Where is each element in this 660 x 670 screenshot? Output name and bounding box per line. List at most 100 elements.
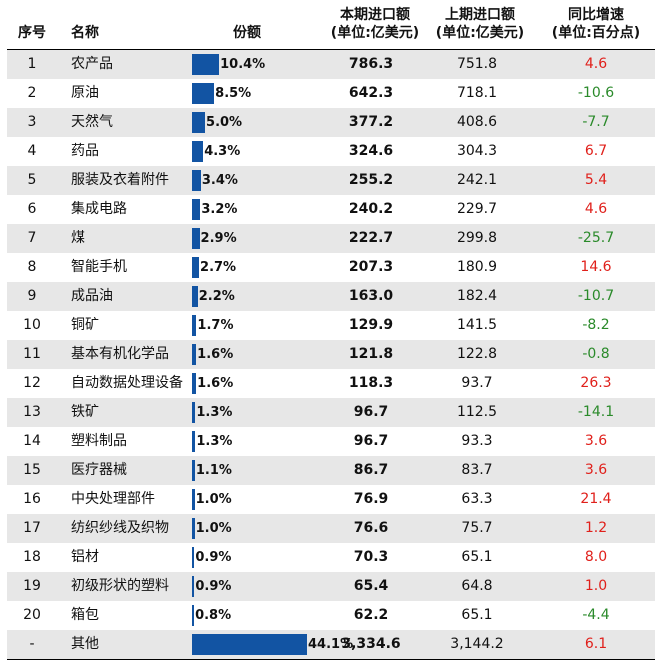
row-number: 13 bbox=[23, 404, 41, 420]
table-row: 6 集成电路 3.2% 240.2 229.7 4.6 bbox=[7, 195, 655, 224]
header-previous: 上期进口额 (单位:亿美元) bbox=[425, 6, 535, 42]
current-import: 76.6 bbox=[353, 520, 389, 536]
previous-import: 180.9 bbox=[456, 259, 498, 275]
yoy-growth: 26.3 bbox=[580, 375, 612, 391]
row-number: 1 bbox=[27, 56, 37, 72]
table-row: - 其他 44.1% 3,334.6 3,144.2 6.1 bbox=[7, 630, 655, 659]
header-yoy-unit: (单位:百分点) bbox=[551, 25, 641, 41]
previous-import: 64.8 bbox=[461, 578, 493, 594]
current-import: 129.9 bbox=[348, 317, 394, 333]
current-import: 62.2 bbox=[353, 607, 389, 623]
previous-import: 93.3 bbox=[461, 433, 493, 449]
share-cell: 10.4% bbox=[192, 50, 332, 79]
row-number: 16 bbox=[23, 491, 41, 507]
share-cell: 1.0% bbox=[192, 514, 332, 543]
yoy-growth: 1.2 bbox=[584, 520, 608, 536]
share-label: 2.2% bbox=[198, 289, 235, 304]
share-bar bbox=[192, 431, 196, 452]
yoy-growth: 6.7 bbox=[584, 143, 608, 159]
yoy-growth: 3.6 bbox=[584, 462, 608, 478]
current-import: 255.2 bbox=[348, 172, 394, 188]
yoy-growth: -0.8 bbox=[582, 346, 610, 362]
previous-import: 182.4 bbox=[456, 288, 498, 304]
share-bar bbox=[192, 344, 197, 365]
table-bottom-border bbox=[7, 659, 655, 660]
current-import: 118.3 bbox=[348, 375, 394, 391]
previous-import: 408.6 bbox=[456, 114, 498, 130]
share-label: 2.9% bbox=[200, 231, 237, 246]
yoy-growth: 1.0 bbox=[584, 578, 608, 594]
previous-import: 229.7 bbox=[456, 201, 498, 217]
current-import: 377.2 bbox=[348, 114, 394, 130]
row-number: 12 bbox=[23, 375, 41, 391]
header-yoy-title: 同比增速 bbox=[568, 7, 624, 23]
row-name: 铁矿 bbox=[71, 404, 99, 420]
current-import: 65.4 bbox=[353, 578, 389, 594]
row-name: 天然气 bbox=[71, 114, 113, 130]
table-row: 4 药品 4.3% 324.6 304.3 6.7 bbox=[7, 137, 655, 166]
share-bar bbox=[192, 286, 198, 307]
table-row: 19 初级形状的塑料 0.9% 65.4 64.8 1.0 bbox=[7, 572, 655, 601]
share-cell: 4.3% bbox=[192, 137, 332, 166]
share-bar bbox=[192, 634, 307, 655]
share-label: 3.4% bbox=[201, 173, 238, 188]
share-cell: 44.1% bbox=[192, 630, 353, 659]
yoy-growth: 5.4 bbox=[584, 172, 608, 188]
share-label: 1.0% bbox=[195, 521, 232, 536]
share-bar bbox=[192, 489, 195, 510]
table-row: 9 成品油 2.2% 163.0 182.4 -10.7 bbox=[7, 282, 655, 311]
yoy-growth: -8.2 bbox=[582, 317, 610, 333]
row-name: 自动数据处理设备 bbox=[71, 375, 183, 391]
yoy-growth: -4.4 bbox=[582, 607, 610, 623]
table-row: 7 煤 2.9% 222.7 299.8 -25.7 bbox=[7, 224, 655, 253]
row-number: 4 bbox=[27, 143, 37, 159]
previous-import: 65.1 bbox=[461, 549, 493, 565]
yoy-growth: 14.6 bbox=[580, 259, 612, 275]
current-import: 163.0 bbox=[348, 288, 394, 304]
share-bar bbox=[192, 402, 196, 423]
share-bar bbox=[192, 460, 195, 481]
row-number: 19 bbox=[23, 578, 41, 594]
share-label: 1.0% bbox=[195, 492, 232, 507]
table-row: 8 智能手机 2.7% 207.3 180.9 14.6 bbox=[7, 253, 655, 282]
previous-import: 83.7 bbox=[461, 462, 493, 478]
current-import: 121.8 bbox=[348, 346, 394, 362]
share-label: 5.0% bbox=[206, 115, 243, 130]
previous-import: 304.3 bbox=[456, 143, 498, 159]
share-bar bbox=[192, 373, 197, 394]
current-import: 786.3 bbox=[348, 56, 394, 72]
share-cell: 1.1% bbox=[192, 456, 332, 485]
table-row: 15 医疗器械 1.1% 86.7 83.7 3.6 bbox=[7, 456, 655, 485]
previous-import: 299.8 bbox=[456, 230, 498, 246]
share-bar bbox=[192, 315, 197, 336]
share-cell: 0.9% bbox=[192, 572, 332, 601]
share-bar bbox=[192, 576, 195, 597]
share-label: 1.3% bbox=[196, 434, 233, 449]
share-cell: 2.9% bbox=[192, 224, 332, 253]
yoy-growth: 3.6 bbox=[584, 433, 608, 449]
row-name: 其他 bbox=[71, 636, 99, 652]
share-label: 1.7% bbox=[197, 318, 234, 333]
yoy-growth: -10.7 bbox=[577, 288, 615, 304]
share-bar bbox=[192, 547, 195, 568]
row-number: 2 bbox=[27, 85, 37, 101]
previous-import: 65.1 bbox=[461, 607, 493, 623]
share-bar bbox=[192, 170, 201, 191]
share-label: 1.6% bbox=[197, 347, 234, 362]
current-import: 86.7 bbox=[353, 462, 389, 478]
share-cell: 8.5% bbox=[192, 79, 332, 108]
share-bar bbox=[192, 605, 195, 626]
row-name: 初级形状的塑料 bbox=[71, 578, 169, 594]
row-name: 铜矿 bbox=[71, 317, 99, 333]
header-previous-title: 上期进口额 bbox=[445, 7, 515, 23]
share-bar bbox=[192, 199, 201, 220]
table-row: 12 自动数据处理设备 1.6% 118.3 93.7 26.3 bbox=[7, 369, 655, 398]
share-cell: 2.7% bbox=[192, 253, 332, 282]
current-import: 3,334.6 bbox=[341, 636, 401, 652]
share-cell: 5.0% bbox=[192, 108, 332, 137]
row-name: 集成电路 bbox=[71, 201, 127, 217]
header-divider bbox=[7, 49, 655, 50]
share-cell: 0.9% bbox=[192, 543, 332, 572]
row-number: 10 bbox=[23, 317, 41, 333]
yoy-growth: 8.0 bbox=[584, 549, 608, 565]
